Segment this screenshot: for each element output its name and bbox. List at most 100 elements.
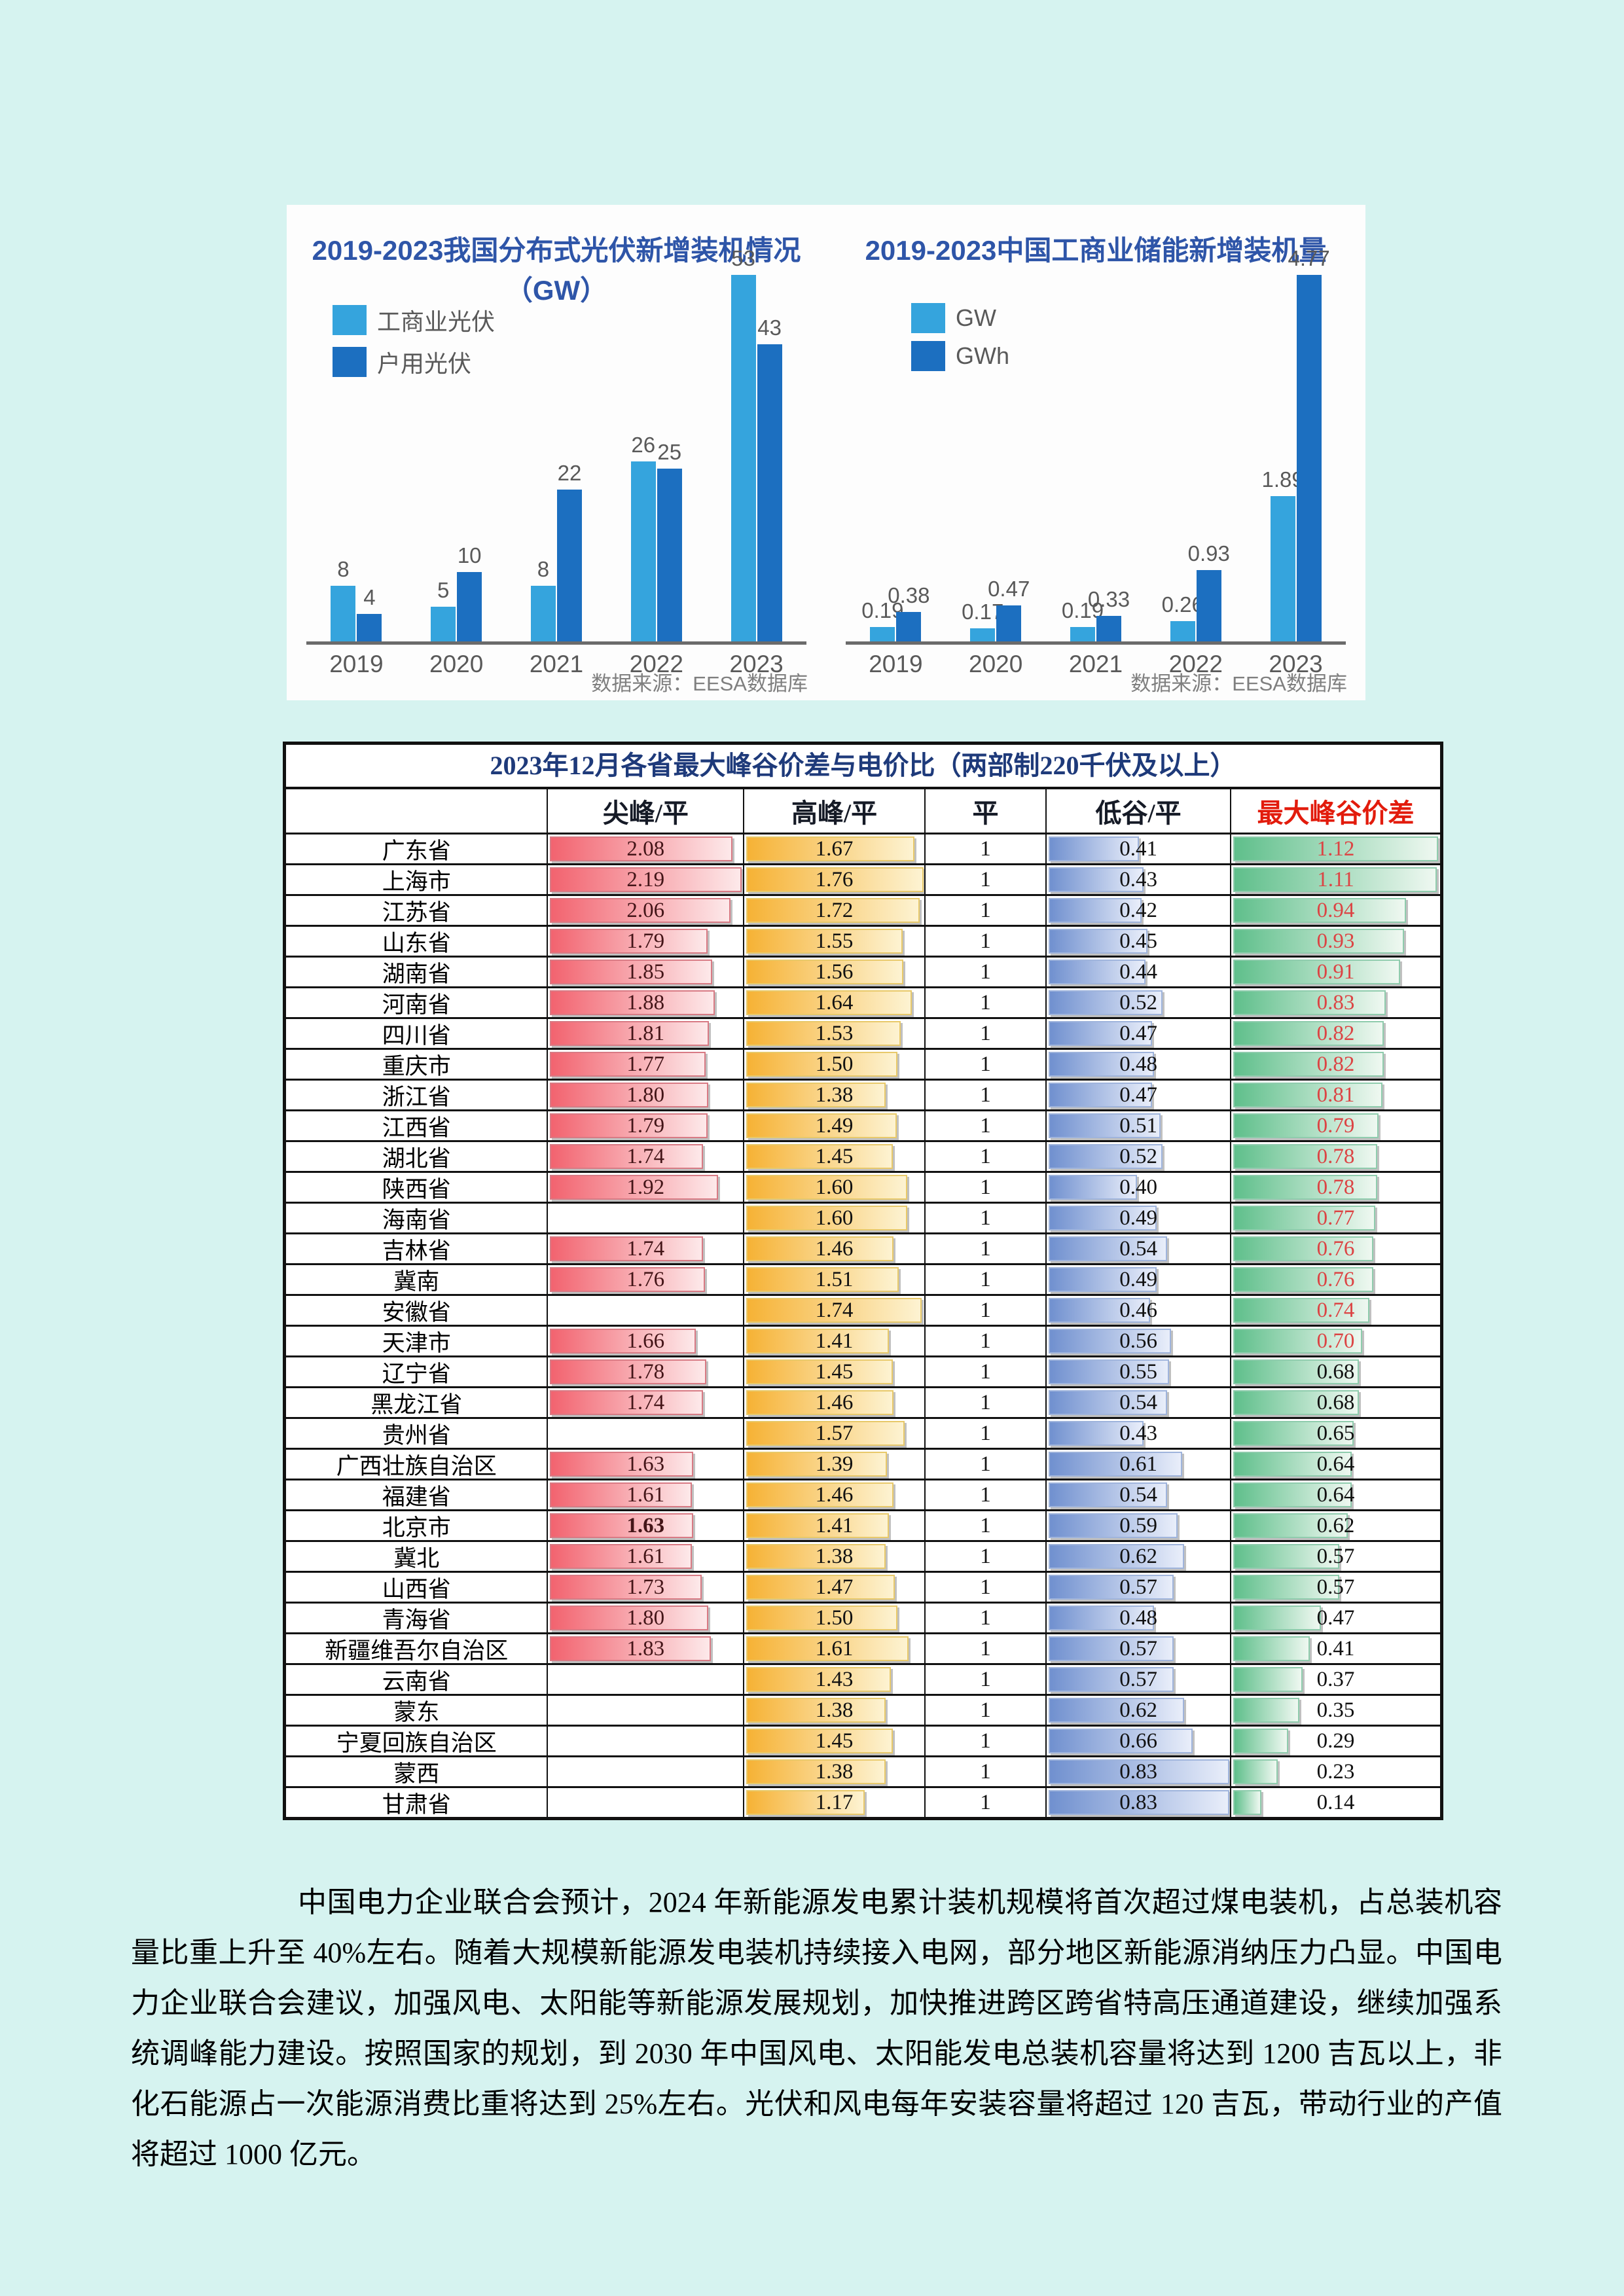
- data-bar: [1049, 960, 1146, 984]
- province-cell: 辽宁省: [286, 1357, 547, 1387]
- flat-cell: 1: [924, 1696, 1045, 1725]
- data-bar: [746, 1759, 886, 1784]
- cell-value: 1.61: [626, 1482, 665, 1507]
- bar-GWh-2020: 0.47: [988, 577, 1030, 641]
- table-row-江西省: 江西省 1.79 1.49 1 0.51 0.79: [286, 1109, 1440, 1140]
- cell-value: 0.54: [1119, 1390, 1157, 1414]
- province-name: 天津市: [382, 1330, 451, 1356]
- table-row-辽宁省: 辽宁省 1.78 1.45 1 0.55 0.68: [286, 1355, 1440, 1386]
- value-cell: 0.66: [1045, 1727, 1230, 1755]
- cell-value: 0.91: [1316, 960, 1355, 984]
- value-cell: 1.83: [547, 1634, 743, 1663]
- data-bar: [746, 1575, 895, 1600]
- cell-value: 1: [980, 1329, 991, 1353]
- value-cell: 0.47: [1045, 1081, 1230, 1109]
- table-row-云南省: 云南省 1.43 1 0.57 0.37: [286, 1663, 1440, 1694]
- province-cell: 天津市: [286, 1327, 547, 1356]
- x-tick-2023: 2023: [729, 651, 784, 677]
- province-name: 蒙东: [393, 1699, 440, 1725]
- data-bar: [1233, 1790, 1261, 1815]
- value-cell: 0.48: [1045, 1050, 1230, 1079]
- cell-value: 1: [980, 1267, 991, 1291]
- cell-value: 0.83: [1316, 990, 1355, 1014]
- province-cell: 云南省: [286, 1665, 547, 1695]
- cell-value: 1.41: [815, 1329, 854, 1353]
- data-bar: [1233, 1359, 1359, 1384]
- data-bar: [1233, 1636, 1310, 1661]
- cell-value: 1.74: [626, 1236, 665, 1261]
- province-cell: 吉林省: [286, 1234, 547, 1264]
- province-name: 福建省: [382, 1484, 451, 1510]
- bar-group-2022: 0.26 0.93: [1157, 541, 1235, 641]
- data-bar: [746, 960, 904, 984]
- chart-title-distributed-pv: 2019-2023我国分布式光伏新增装机情况（GW）: [312, 235, 801, 306]
- data-bar: [1049, 990, 1163, 1015]
- data-bar: [550, 1482, 692, 1507]
- data-bar: [1233, 990, 1386, 1015]
- value-cell: 1.38: [743, 1081, 924, 1109]
- bar-GW-2022: 0.26: [1162, 592, 1204, 641]
- value-cell: 0.44: [1045, 958, 1230, 986]
- value-cell: 0.64: [1230, 1450, 1440, 1479]
- data-bar: [550, 1052, 706, 1077]
- value-cell: 0.93: [1230, 927, 1440, 956]
- province-cell: 福建省: [286, 1480, 547, 1510]
- table-row-山东省: 山东省 1.79 1.55 1 0.45 0.93: [286, 925, 1440, 956]
- data-bar: [746, 1298, 922, 1323]
- value-cell: [547, 1296, 743, 1325]
- data-bar: [1233, 867, 1437, 892]
- bar-value-label: 8: [537, 557, 550, 582]
- legend-swatch-GWh: [911, 341, 945, 371]
- cell-value: 1.74: [626, 1144, 665, 1168]
- flat-cell: 1: [924, 958, 1045, 986]
- bar-户用光伏-2022: 25: [657, 440, 682, 641]
- province-cell: 宁夏回族自治区: [286, 1727, 547, 1756]
- data-bar: [746, 898, 920, 923]
- table-row-湖北省: 湖北省 1.74 1.45 1 0.52 0.78: [286, 1140, 1440, 1171]
- data-bar: [550, 1513, 694, 1538]
- value-cell: 0.52: [1045, 988, 1230, 1017]
- cell-value: 1.17: [815, 1790, 854, 1814]
- value-cell: 1.43: [743, 1665, 924, 1694]
- value-cell: 1.45: [743, 1142, 924, 1171]
- bar-value-label: 53: [731, 246, 755, 270]
- province-name: 广西壮族自治区: [336, 1453, 497, 1479]
- province-cell: 上海市: [286, 865, 547, 895]
- cell-value: 1.50: [815, 1605, 854, 1630]
- cell-value: 1.49: [815, 1113, 854, 1138]
- cell-value: 0.76: [1316, 1236, 1355, 1261]
- province-cell: 江苏省: [286, 896, 547, 925]
- bar-GW-2023: 1.89: [1261, 467, 1304, 641]
- cell-value: 1: [980, 1759, 991, 1784]
- value-cell: 1.74: [547, 1388, 743, 1417]
- x-tick-2019: 2019: [329, 651, 384, 677]
- value-cell: 0.43: [1045, 1419, 1230, 1448]
- value-cell: 1.80: [547, 1081, 743, 1109]
- cell-value: 1.83: [626, 1636, 665, 1660]
- body-paragraph: 中国电力企业联合会预计，2024 年新能源发电累计装机规模将首次超过煤电装机，占…: [131, 1886, 1502, 2170]
- value-cell: 1.74: [743, 1296, 924, 1325]
- cell-value: 0.57: [1316, 1544, 1355, 1568]
- province-name: 蒙西: [393, 1761, 440, 1787]
- data-bar: [550, 929, 708, 954]
- flat-cell: 1: [924, 1111, 1045, 1140]
- value-cell: 0.54: [1045, 1234, 1230, 1263]
- table-row-上海市: 上海市 2.19 1.76 1 0.43 1.11: [286, 863, 1440, 894]
- flat-cell: 1: [924, 1480, 1045, 1509]
- value-cell: 1.76: [743, 865, 924, 894]
- cell-value: 0.62: [1119, 1698, 1157, 1722]
- province-cell: 冀北: [286, 1542, 547, 1571]
- province-name: 四川省: [382, 1022, 451, 1049]
- value-cell: 1.76: [547, 1265, 743, 1294]
- cell-value: 1.46: [815, 1236, 854, 1261]
- value-cell: [547, 1727, 743, 1755]
- province-cell: 贵州省: [286, 1419, 547, 1448]
- flat-cell: 1: [924, 1265, 1045, 1294]
- cell-value: 1: [980, 898, 991, 922]
- data-bar: [550, 1636, 711, 1661]
- value-cell: 1.45: [743, 1727, 924, 1755]
- cell-value: 1: [980, 1544, 991, 1568]
- table-header-cell-1: 尖峰/平: [547, 789, 743, 833]
- flat-cell: 1: [924, 1757, 1045, 1786]
- province-name: 浙江省: [382, 1084, 451, 1110]
